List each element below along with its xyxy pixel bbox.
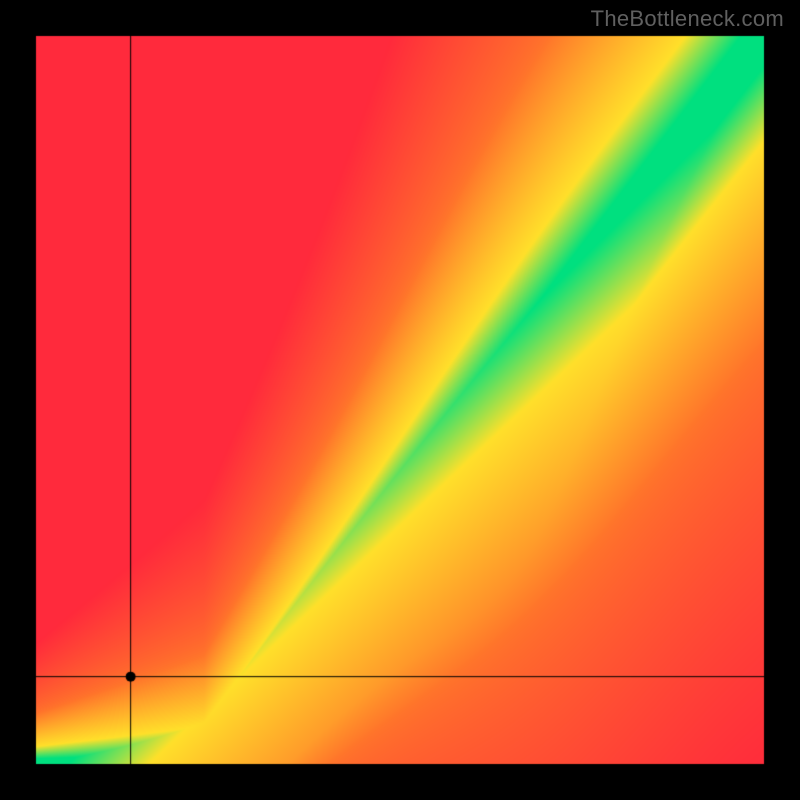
chart-container: TheBottleneck.com: [0, 0, 800, 800]
watermark-label: TheBottleneck.com: [591, 6, 784, 32]
bottleneck-heatmap: [0, 0, 800, 800]
